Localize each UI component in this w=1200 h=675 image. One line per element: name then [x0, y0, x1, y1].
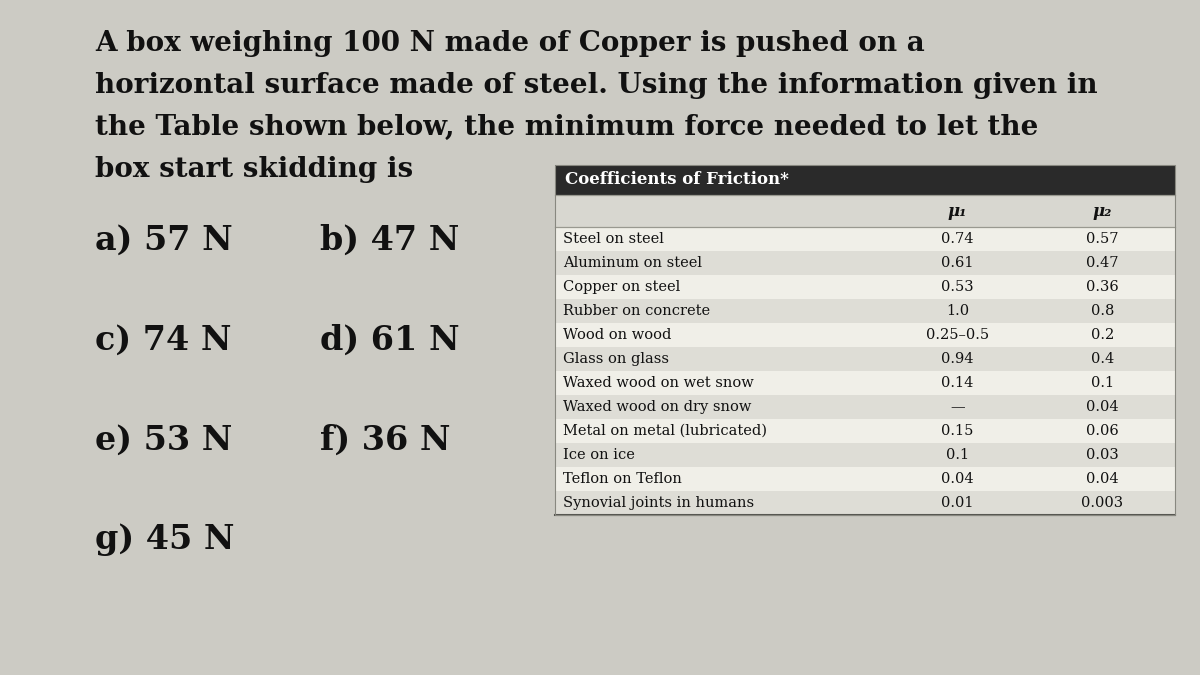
Text: A box weighing 100 N made of Copper is pushed on a: A box weighing 100 N made of Copper is p… [95, 30, 925, 57]
Text: 0.04: 0.04 [1086, 472, 1118, 486]
Text: 0.2: 0.2 [1091, 328, 1114, 342]
Bar [554, 165, 1175, 515]
Text: horizontal surface made of steel. Using the information given in: horizontal surface made of steel. Using … [95, 72, 1098, 99]
Text: 0.47: 0.47 [1086, 256, 1118, 270]
Text: b) 47 N: b) 47 N [320, 223, 460, 256]
Text: c) 74 N: c) 74 N [95, 323, 232, 356]
Text: 0.14: 0.14 [941, 376, 973, 390]
Text: 0.1: 0.1 [1091, 376, 1114, 390]
Text: Synovial joints in humans: Synovial joints in humans [563, 496, 754, 510]
Text: e) 53 N: e) 53 N [95, 423, 233, 456]
Text: box start skidding is: box start skidding is [95, 156, 413, 183]
Bar [554, 467, 1175, 491]
Text: Rubber on concrete: Rubber on concrete [563, 304, 710, 318]
Text: Aluminum on steel: Aluminum on steel [563, 256, 702, 270]
Text: Ice on ice: Ice on ice [563, 448, 635, 462]
Text: Metal on metal (lubricated): Metal on metal (lubricated) [563, 424, 767, 438]
Bar [554, 165, 1175, 515]
Text: 0.1: 0.1 [946, 448, 970, 462]
Text: f) 36 N: f) 36 N [320, 423, 450, 456]
Bar [554, 347, 1175, 371]
Bar [554, 323, 1175, 347]
Bar [554, 251, 1175, 275]
Text: Coefficients of Friction*: Coefficients of Friction* [565, 171, 788, 188]
Bar [554, 491, 1175, 515]
Bar [554, 299, 1175, 323]
Text: Glass on glass: Glass on glass [563, 352, 670, 366]
Text: 0.06: 0.06 [1086, 424, 1118, 438]
Text: μ₂: μ₂ [1093, 202, 1112, 219]
Text: 0.15: 0.15 [941, 424, 973, 438]
Text: a) 57 N: a) 57 N [95, 223, 233, 256]
Text: d) 61 N: d) 61 N [320, 323, 460, 356]
Text: 0.61: 0.61 [941, 256, 973, 270]
Bar [554, 371, 1175, 395]
Text: —: — [950, 400, 965, 414]
Text: 0.94: 0.94 [941, 352, 973, 366]
Bar [554, 195, 1175, 227]
Text: Waxed wood on dry snow: Waxed wood on dry snow [563, 400, 751, 414]
Text: Copper on steel: Copper on steel [563, 280, 680, 294]
Text: 0.4: 0.4 [1091, 352, 1114, 366]
Text: 0.8: 0.8 [1091, 304, 1114, 318]
Text: Teflon on Teflon: Teflon on Teflon [563, 472, 682, 486]
Text: Steel on steel: Steel on steel [563, 232, 664, 246]
Bar [554, 165, 1175, 195]
Text: 0.53: 0.53 [941, 280, 974, 294]
Bar [554, 227, 1175, 251]
Bar [554, 419, 1175, 443]
Text: 0.57: 0.57 [1086, 232, 1118, 246]
Bar [554, 443, 1175, 467]
Text: Waxed wood on wet snow: Waxed wood on wet snow [563, 376, 754, 390]
Text: 1.0: 1.0 [946, 304, 970, 318]
Bar [554, 395, 1175, 419]
Text: Wood on wood: Wood on wood [563, 328, 671, 342]
Text: μ₁: μ₁ [948, 202, 967, 219]
Text: g) 45 N: g) 45 N [95, 524, 234, 556]
Text: 0.04: 0.04 [941, 472, 974, 486]
Text: 0.01: 0.01 [941, 496, 973, 510]
Text: 0.36: 0.36 [1086, 280, 1118, 294]
Text: 0.03: 0.03 [1086, 448, 1118, 462]
Text: 0.04: 0.04 [1086, 400, 1118, 414]
Text: 0.74: 0.74 [941, 232, 973, 246]
Text: 0.25–0.5: 0.25–0.5 [926, 328, 989, 342]
Text: 0.003: 0.003 [1081, 496, 1123, 510]
Bar [554, 275, 1175, 299]
Text: the Table shown below, the minimum force needed to let the: the Table shown below, the minimum force… [95, 114, 1038, 141]
